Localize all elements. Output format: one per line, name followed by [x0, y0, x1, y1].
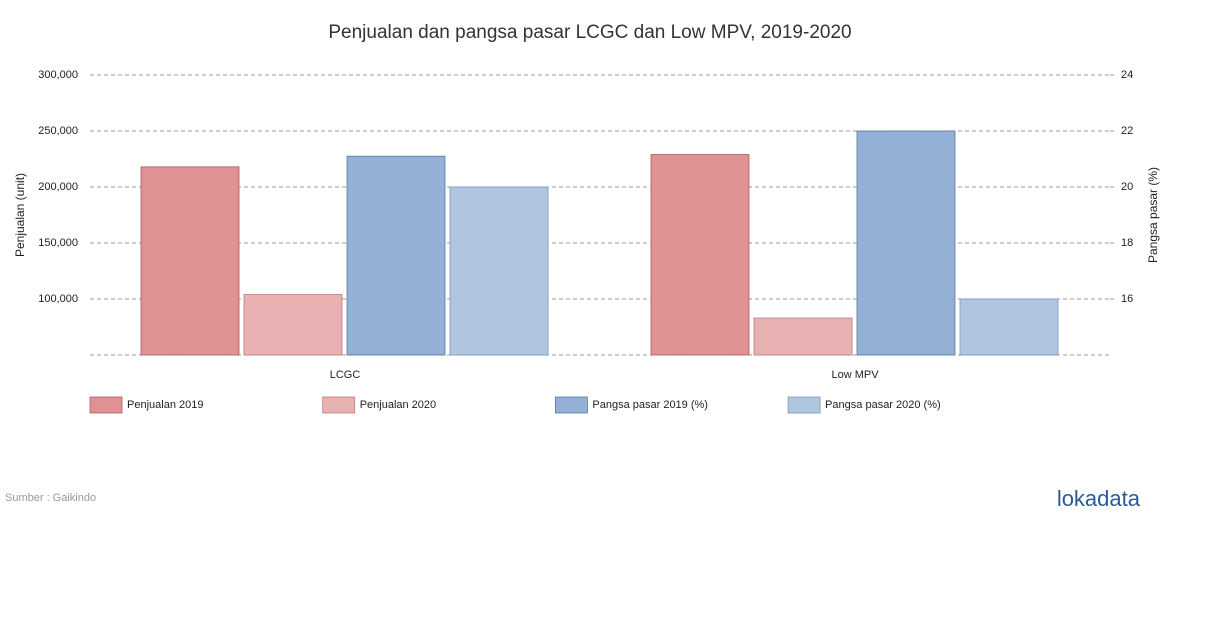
legend-label: Pangsa pasar 2020 (%) — [825, 399, 941, 411]
bar — [346, 155, 446, 356]
y2-axis-title: Pangsa pasar (%) — [1146, 167, 1160, 263]
source: Sumber : Gaikindo — [5, 492, 96, 504]
bar — [449, 186, 549, 356]
bar — [140, 166, 240, 356]
y2-tick-label: 20 — [1121, 181, 1133, 193]
legend-label: Penjualan 2019 — [127, 399, 203, 411]
legend-swatch — [322, 396, 356, 414]
y-tick-label: 150,000 — [38, 237, 78, 249]
y-tick-label: 300,000 — [38, 69, 78, 81]
bar — [243, 294, 343, 356]
logo: lokadata — [1057, 486, 1141, 511]
legend-label: Penjualan 2020 — [360, 399, 436, 411]
x-tick-label: LCGC — [330, 369, 361, 381]
bar — [856, 130, 956, 356]
bar — [959, 298, 1059, 356]
bar — [650, 154, 750, 356]
legend-swatch — [787, 396, 821, 414]
legend-label: Pangsa pasar 2019 (%) — [592, 399, 708, 411]
y2-tick-label: 16 — [1121, 293, 1133, 305]
y-axis-title: Penjualan (unit) — [13, 173, 27, 257]
chart-title: Penjualan dan pangsa pasar LCGC dan Low … — [328, 22, 851, 43]
y2-tick-label: 22 — [1121, 125, 1133, 137]
legend-swatch — [555, 396, 588, 414]
y2-tick-label: 24 — [1121, 69, 1133, 81]
bar — [753, 317, 853, 356]
y2-tick-label: 18 — [1121, 237, 1133, 249]
y-tick-label: 250,000 — [38, 125, 78, 137]
legend-swatch — [89, 396, 123, 414]
y-tick-label: 200,000 — [38, 181, 78, 193]
y-tick-label: 100,000 — [38, 293, 78, 305]
x-tick-label: Low MPV — [831, 369, 879, 381]
